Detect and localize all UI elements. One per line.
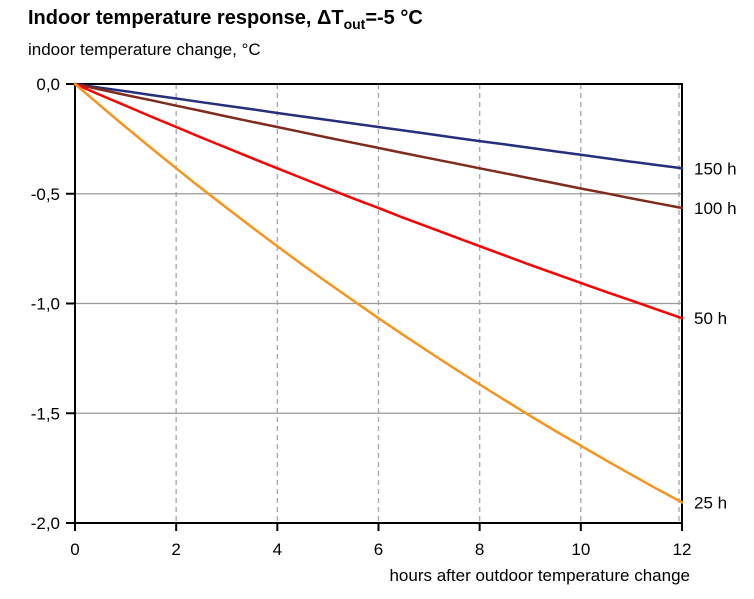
y-tick-label: -1,5 — [31, 404, 60, 423]
x-tick-label: 10 — [571, 540, 590, 559]
series-line-150h — [73, 82, 684, 170]
series-line-50h — [73, 82, 684, 320]
chart-title: Indoor temperature response, ΔTout=-5 °C — [28, 7, 423, 32]
x-tick-label: 6 — [374, 540, 383, 559]
x-tick-label: 12 — [673, 540, 692, 559]
y-tick-label: -1,0 — [31, 295, 60, 314]
y-tick-label: 0,0 — [36, 75, 60, 94]
x-tick-label: 8 — [475, 540, 484, 559]
chart-title-value: =-5 °C — [365, 7, 423, 29]
x-tick-label: 0 — [70, 540, 79, 559]
series-line-100h — [73, 82, 684, 210]
series-label-150h: 150 h — [694, 159, 737, 178]
chart-title-text: Indoor temperature response, — [28, 7, 317, 29]
series-line-25h — [73, 82, 684, 504]
delta-t-subscript: out — [343, 16, 366, 32]
y-axis-title: indoor temperature change, °C — [28, 40, 261, 59]
series-label-100h: 100 h — [694, 199, 737, 218]
series-label-50h: 50 h — [694, 309, 727, 328]
y-tick-label: -2,0 — [31, 514, 60, 533]
x-tick-label: 4 — [273, 540, 282, 559]
x-tick-label: 2 — [171, 540, 180, 559]
series-label-25h: 25 h — [694, 493, 727, 512]
delta-t-symbol: ΔT — [316, 7, 344, 29]
y-tick-label: -0,5 — [31, 185, 60, 204]
x-axis-label: hours after outdoor temperature change — [389, 566, 690, 585]
